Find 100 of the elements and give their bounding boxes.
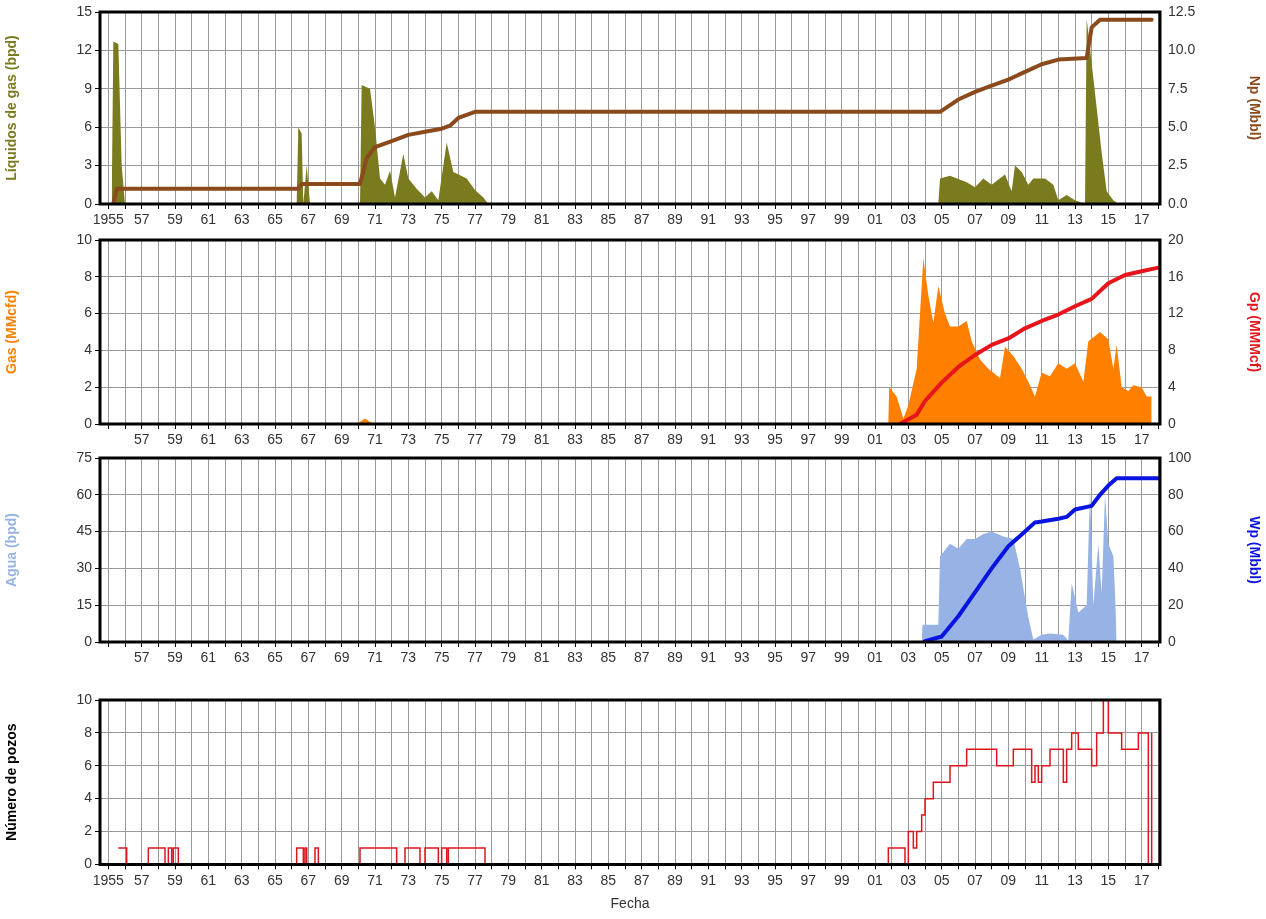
x-tick-label: 17 [1133,431,1150,448]
x-tick-label: 83 [567,211,583,228]
x-tick-label: 99 [833,431,850,448]
x-tick-label: 83 [567,649,583,666]
x-tick-label: 63 [233,649,250,666]
x-tick-label: 73 [400,649,417,666]
x-tick-label: 87 [633,649,650,666]
x-tick-label: 91 [700,211,717,228]
y2-tick-label: 60 [1168,522,1184,539]
x-tick-label: 61 [200,431,217,448]
x-tick-label: 93 [733,431,750,448]
x-axis-title: Fecha [610,895,650,912]
x-tick-label: 61 [200,871,217,888]
y2-tick-label: 8 [1168,341,1176,358]
y-tick-label: 2 [84,378,93,395]
x-tick-label: 57 [133,211,150,228]
x-tick-label: 11 [1034,871,1050,888]
x-tick-label: 69 [333,211,350,228]
x-tick-label: 67 [300,211,317,228]
x-tick-label: 1955 [92,871,125,888]
y-tick-label: 60 [76,485,93,502]
y2-tick-label: 12.5 [1168,2,1196,19]
y2-tick-label: 20 [1168,230,1184,247]
y-tick-label: 6 [84,118,93,135]
x-tick-label: 13 [1067,871,1083,888]
y-tick-label: 30 [76,559,93,576]
x-tick-label: 07 [967,649,983,666]
x-tick-label: 95 [767,649,783,666]
x-tick-label: 71 [367,871,383,888]
x-tick-label: 15 [1100,211,1117,228]
x-tick-label: 75 [433,649,450,666]
y-tick-label: 0 [84,855,93,872]
y2-tick-label: 16 [1168,267,1184,284]
x-tick-label: 61 [200,211,217,228]
y2-tick-label: 0.0 [1168,194,1188,211]
x-tick-label: 75 [433,871,450,888]
x-tick-label: 79 [500,871,517,888]
x-tick-label: 11 [1034,431,1050,448]
x-tick-label: 63 [233,211,250,228]
x-tick-label: 99 [833,211,850,228]
x-tick-label: 81 [533,871,550,888]
y-tick-label: 75 [76,448,93,465]
x-tick-label: 97 [800,431,817,448]
x-tick-label: 71 [367,649,383,666]
y-tick-label: 10 [76,690,93,707]
x-tick-label: 65 [267,431,283,448]
x-tick-label: 65 [267,649,283,666]
x-tick-label: 87 [633,431,650,448]
y2-tick-label: 100 [1168,448,1192,465]
x-tick-label: 95 [767,871,783,888]
y-axis-title: Agua (bpd) [3,513,20,587]
x-tick-label: 57 [133,649,150,666]
x-tick-label: 61 [200,649,217,666]
y-tick-label: 3 [84,156,93,173]
x-tick-label: 07 [967,871,983,888]
y-tick-label: 0 [84,414,93,431]
x-tick-label: 09 [1000,871,1017,888]
x-tick-label: 73 [400,431,417,448]
x-tick-label: 75 [433,211,450,228]
x-tick-label: 77 [467,211,483,228]
x-tick-label: 15 [1100,871,1117,888]
x-tick-label: 93 [733,211,750,228]
y-tick-label: 4 [84,341,93,358]
y2-tick-label: 2.5 [1168,156,1188,173]
y-tick-label: 8 [84,723,93,740]
y-tick-label: 4 [84,789,93,806]
y2-axis-title: Wp (Mbbl) [1246,516,1263,584]
x-tick-label: 11 [1034,649,1050,666]
x-tick-label: 83 [567,871,583,888]
x-tick-label: 87 [633,211,650,228]
y-axis-title: Gas (MMcfd) [3,290,20,374]
x-tick-label: 67 [300,649,317,666]
y2-tick-label: 12 [1168,304,1184,321]
x-tick-label: 03 [900,431,917,448]
x-tick-label: 77 [467,431,483,448]
x-tick-label: 63 [233,871,250,888]
x-tick-label: 81 [533,649,550,666]
y-tick-label: 15 [76,2,93,19]
y-tick-label: 2 [84,822,93,839]
y2-axis-title: Np (Mbbl) [1246,75,1263,141]
y2-tick-label: 0 [1168,414,1176,431]
x-tick-label: 91 [700,871,717,888]
x-tick-label: 01 [867,211,883,228]
x-tick-label: 63 [233,431,250,448]
x-tick-label: 67 [300,871,317,888]
x-tick-label: 93 [733,871,750,888]
y-tick-label: 10 [76,230,93,247]
x-tick-label: 69 [333,871,350,888]
y2-tick-label: 4 [1168,378,1176,395]
x-tick-label: 95 [767,431,783,448]
x-tick-label: 13 [1067,211,1083,228]
x-tick-label: 57 [133,871,150,888]
y-tick-label: 9 [84,79,93,96]
y2-axis-title: Gp (MMMcf) [1246,291,1263,373]
x-tick-label: 85 [600,649,617,666]
x-tick-label: 97 [800,649,817,666]
x-tick-label: 09 [1000,431,1017,448]
x-tick-label: 09 [1000,649,1017,666]
x-tick-label: 05 [933,211,950,228]
x-tick-label: 59 [167,211,183,228]
